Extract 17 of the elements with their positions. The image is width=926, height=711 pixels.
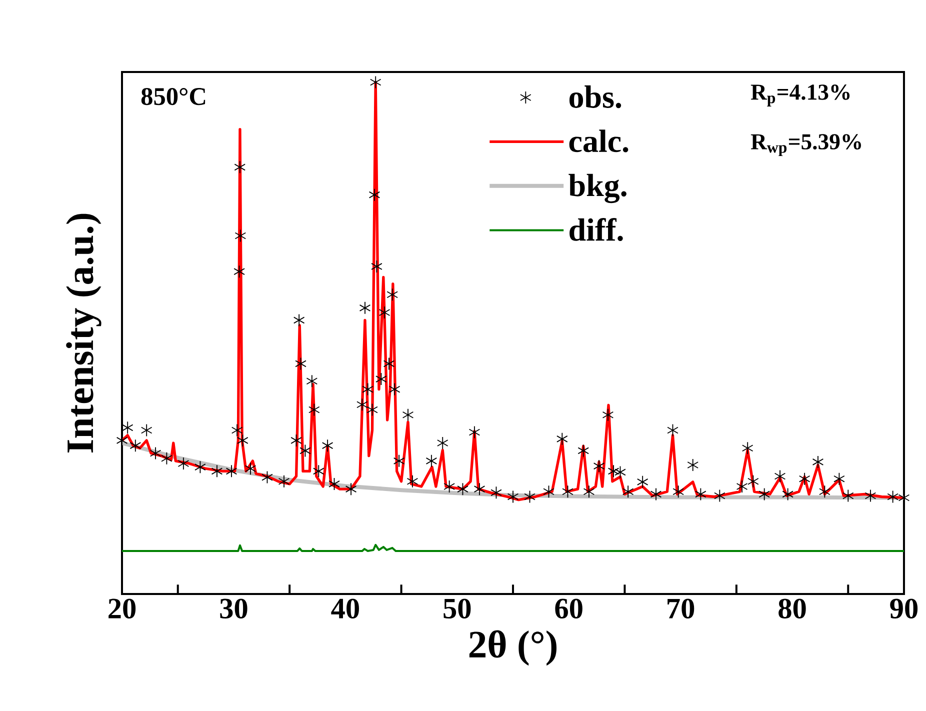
legend-label: diff. bbox=[570, 218, 623, 242]
x-tick-label: 60 bbox=[555, 598, 582, 618]
x-tick-label: 20 bbox=[108, 598, 136, 618]
y-axis-title: Intensity (a.u.) bbox=[66, 214, 102, 453]
x-tick-label: 80 bbox=[778, 598, 806, 618]
x-tick-label: 70 bbox=[668, 598, 694, 618]
x-tick-label: 30 bbox=[220, 598, 248, 618]
x-tick-label: 90 bbox=[890, 598, 918, 618]
x-tick-label: 50 bbox=[444, 598, 471, 618]
legend-label: bkg. bbox=[568, 174, 626, 204]
annotation: R$_{p}$=4.13% bbox=[750, 84, 850, 106]
x-axis-title: 2θ (°) bbox=[469, 630, 556, 666]
legend-label: calc. bbox=[569, 130, 628, 152]
annotation: R$_{wp}$=5.39% bbox=[750, 134, 861, 156]
legend-label: obs. bbox=[569, 85, 622, 108]
x-tick-label: 40 bbox=[331, 598, 359, 618]
annotation: 850°C bbox=[141, 88, 206, 106]
